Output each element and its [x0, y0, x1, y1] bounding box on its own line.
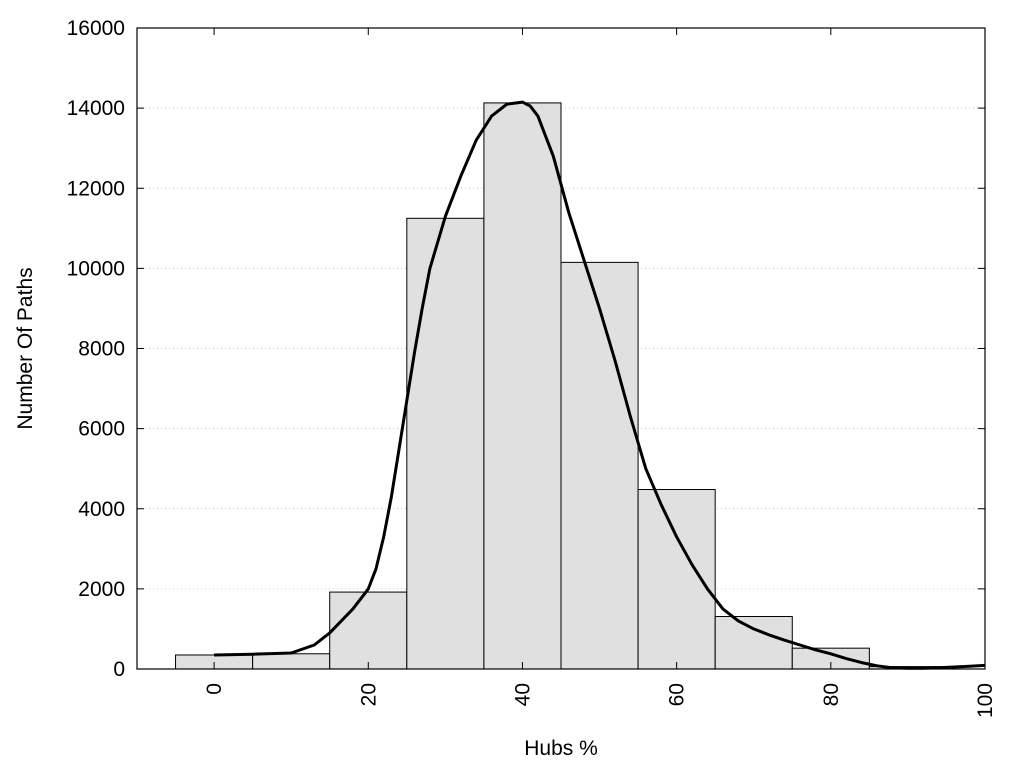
y-tick-label: 4000 — [78, 498, 125, 521]
x-tick-label: 80 — [820, 683, 843, 706]
density-curve-layer — [214, 100, 986, 670]
x-tick-label: 0 — [203, 683, 226, 695]
histogram-bar — [637, 489, 716, 670]
y-tick-label: 2000 — [78, 578, 125, 601]
histogram-bar — [483, 102, 562, 670]
histogram-bar — [560, 261, 639, 670]
y-tick-label: 0 — [113, 658, 125, 681]
x-tick-label: 20 — [357, 683, 380, 706]
y-tick-label: 14000 — [67, 97, 125, 120]
histogram-bar — [252, 653, 331, 670]
y-axis-title: Number Of Paths — [14, 267, 37, 429]
y-tick-label: 8000 — [78, 338, 125, 361]
y-tick-label: 12000 — [67, 177, 125, 200]
histogram-bar — [714, 616, 793, 670]
x-axis-title: Hubs % — [524, 737, 598, 760]
bars — [175, 102, 947, 670]
x-tick-label: 60 — [666, 683, 689, 706]
x-tick-label: 40 — [511, 683, 534, 706]
y-axis: 0 2000 4000 6000 8000 10000 12000 14000 16000 — [67, 17, 985, 681]
density-curve — [214, 100, 986, 670]
x-tick-label: 100 — [974, 683, 997, 718]
y-tick-label: 16000 — [67, 17, 125, 40]
y-tick-label: 6000 — [78, 418, 125, 441]
x-axis: 0 20 40 60 80 100 — [203, 28, 997, 718]
histogram-bar — [406, 217, 485, 670]
histogram-bar — [329, 591, 408, 670]
y-tick-label: 10000 — [67, 257, 125, 280]
